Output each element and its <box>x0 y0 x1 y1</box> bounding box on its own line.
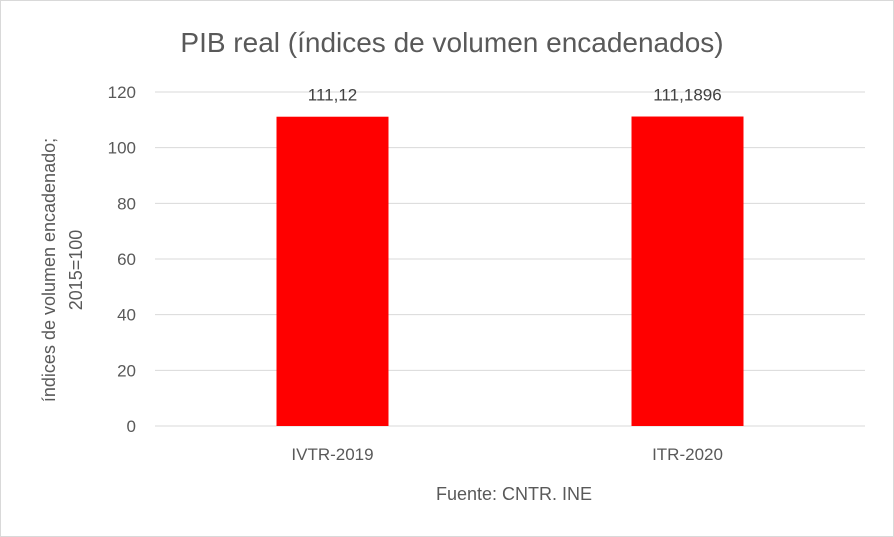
y-tick-label: 80 <box>117 194 136 213</box>
y-axis-label-line1: índices de volumen encadenado; <box>39 138 59 402</box>
bar <box>631 116 744 426</box>
y-tick-label: 60 <box>117 250 136 269</box>
y-tick-label: 40 <box>117 306 136 325</box>
bars <box>276 116 744 426</box>
y-tick-label: 120 <box>108 83 136 102</box>
bar-data-label: 111,1896 <box>653 86 721 105</box>
y-tick-label: 20 <box>117 361 136 380</box>
x-tick-label: ITR-2020 <box>652 445 723 464</box>
bar-data-label: 111,12 <box>308 86 357 105</box>
chart-title: PIB real (índices de volumen encadenados… <box>180 27 723 58</box>
y-axis-ticks: 0 20 40 60 80 100 120 <box>108 83 136 436</box>
x-axis-label: Fuente: CNTR. INE <box>436 484 592 504</box>
data-labels: 111,12 111,1896 <box>308 86 722 105</box>
bar <box>276 116 389 426</box>
x-tick-label: IVTR-2019 <box>291 445 373 464</box>
gridlines <box>155 91 865 427</box>
y-axis-label-line2: 2015=100 <box>66 230 86 311</box>
y-tick-label: 100 <box>108 139 136 158</box>
x-axis-ticks: IVTR-2019 ITR-2020 <box>291 445 723 464</box>
y-tick-label: 0 <box>127 417 136 436</box>
